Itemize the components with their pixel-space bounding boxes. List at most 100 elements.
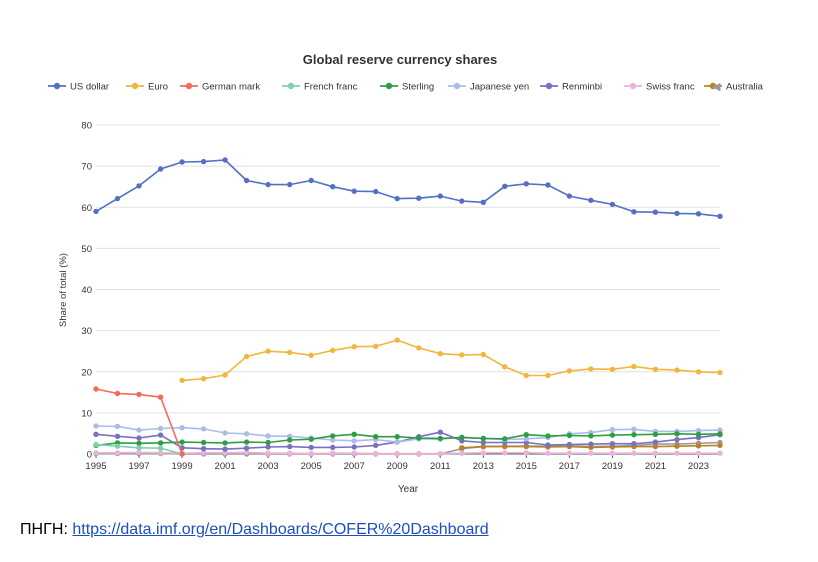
data-point[interactable]: [330, 450, 336, 456]
data-point[interactable]: [459, 445, 465, 451]
legend-item[interactable]: German mark: [180, 82, 260, 93]
data-point[interactable]: [695, 369, 702, 375]
data-point[interactable]: [157, 432, 164, 438]
data-point[interactable]: [373, 442, 379, 449]
data-point[interactable]: [265, 439, 271, 446]
data-point[interactable]: [609, 450, 616, 456]
legend-scroll-arrow-icon[interactable]: ◀: [712, 80, 721, 93]
data-point[interactable]: [631, 441, 637, 447]
data-point[interactable]: [222, 430, 228, 436]
data-point[interactable]: [330, 444, 336, 451]
data-point[interactable]: [502, 436, 508, 442]
data-point[interactable]: [179, 451, 185, 457]
legend-item[interactable]: Euro: [126, 82, 168, 93]
data-point[interactable]: [351, 344, 357, 350]
data-point[interactable]: [243, 177, 250, 184]
data-point[interactable]: [674, 210, 680, 217]
data-point[interactable]: [136, 445, 142, 451]
data-point[interactable]: [157, 394, 164, 400]
data-point[interactable]: [695, 431, 702, 437]
data-point[interactable]: [351, 450, 357, 456]
data-point[interactable]: [566, 432, 573, 439]
data-point[interactable]: [437, 450, 443, 457]
data-point[interactable]: [287, 181, 293, 188]
data-point[interactable]: [200, 426, 207, 432]
data-point[interactable]: [459, 450, 465, 456]
data-point[interactable]: [330, 347, 336, 354]
data-point[interactable]: [523, 450, 529, 456]
data-point[interactable]: [373, 343, 379, 349]
legend-item[interactable]: US dollar: [48, 82, 109, 93]
data-point[interactable]: [695, 211, 702, 217]
data-point[interactable]: [674, 431, 680, 437]
data-point[interactable]: [373, 434, 379, 440]
data-point[interactable]: [588, 433, 594, 439]
data-point[interactable]: [588, 366, 594, 372]
data-point[interactable]: [200, 376, 207, 382]
data-point[interactable]: [308, 352, 314, 358]
data-point[interactable]: [394, 337, 400, 343]
data-point[interactable]: [609, 201, 616, 208]
data-point[interactable]: [652, 431, 659, 437]
data-point[interactable]: [502, 364, 508, 370]
data-point[interactable]: [93, 208, 99, 215]
data-point[interactable]: [717, 369, 723, 376]
data-point[interactable]: [566, 441, 573, 448]
data-point[interactable]: [179, 377, 185, 384]
data-point[interactable]: [695, 443, 702, 449]
data-point[interactable]: [157, 445, 164, 451]
data-point[interactable]: [179, 159, 185, 165]
legend-item[interactable]: Swiss franc: [624, 82, 695, 93]
data-point[interactable]: [93, 431, 99, 437]
data-point[interactable]: [480, 450, 486, 456]
data-point[interactable]: [351, 438, 357, 444]
data-point[interactable]: [136, 183, 142, 189]
data-point[interactable]: [674, 436, 680, 443]
data-point[interactable]: [480, 351, 486, 358]
data-point[interactable]: [416, 450, 422, 457]
data-point[interactable]: [394, 439, 400, 445]
data-point[interactable]: [308, 444, 314, 451]
data-point[interactable]: [545, 372, 551, 379]
data-point[interactable]: [200, 446, 207, 452]
data-point[interactable]: [480, 199, 486, 205]
legend-item[interactable]: Japanese yen: [448, 82, 529, 93]
data-point[interactable]: [566, 193, 573, 199]
data-point[interactable]: [674, 367, 680, 373]
data-point[interactable]: [265, 444, 271, 450]
data-point[interactable]: [609, 432, 616, 438]
data-point[interactable]: [631, 432, 637, 438]
data-point[interactable]: [523, 181, 529, 187]
data-point[interactable]: [179, 425, 185, 431]
data-point[interactable]: [243, 445, 250, 451]
data-point[interactable]: [200, 439, 207, 446]
data-point[interactable]: [351, 444, 357, 450]
data-point[interactable]: [287, 443, 293, 450]
data-point[interactable]: [114, 195, 121, 202]
data-point[interactable]: [631, 450, 637, 456]
data-point[interactable]: [222, 440, 228, 446]
data-point[interactable]: [609, 427, 616, 433]
data-point[interactable]: [523, 432, 529, 438]
data-point[interactable]: [416, 345, 422, 351]
data-point[interactable]: [631, 209, 637, 215]
legend-item[interactable]: Sterling: [380, 82, 434, 93]
data-point[interactable]: [308, 436, 314, 442]
data-point[interactable]: [652, 450, 659, 456]
data-point[interactable]: [373, 188, 379, 195]
data-point[interactable]: [437, 351, 443, 357]
data-point[interactable]: [265, 181, 271, 188]
data-point[interactable]: [222, 446, 228, 452]
data-point[interactable]: [222, 157, 228, 163]
data-point[interactable]: [502, 450, 508, 456]
data-point[interactable]: [243, 353, 250, 360]
data-point[interactable]: [437, 429, 443, 435]
data-point[interactable]: [93, 423, 99, 429]
data-point[interactable]: [609, 441, 616, 447]
legend-item[interactable]: French franc: [282, 82, 358, 93]
data-point[interactable]: [330, 433, 336, 439]
data-point[interactable]: [523, 372, 529, 379]
data-point[interactable]: [416, 435, 422, 441]
data-point[interactable]: [136, 440, 142, 446]
data-point[interactable]: [459, 352, 465, 358]
